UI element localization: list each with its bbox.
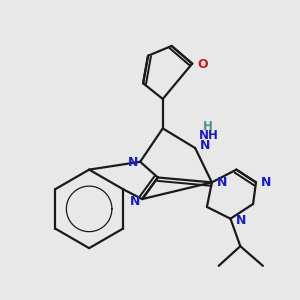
Text: N: N: [130, 194, 140, 208]
Text: N: N: [236, 214, 246, 227]
Text: N: N: [261, 176, 271, 189]
Text: N: N: [200, 139, 210, 152]
Text: NH: NH: [199, 129, 219, 142]
Text: N: N: [217, 176, 227, 189]
Text: N: N: [128, 156, 138, 169]
Text: O: O: [198, 58, 208, 71]
Text: H: H: [203, 120, 213, 133]
